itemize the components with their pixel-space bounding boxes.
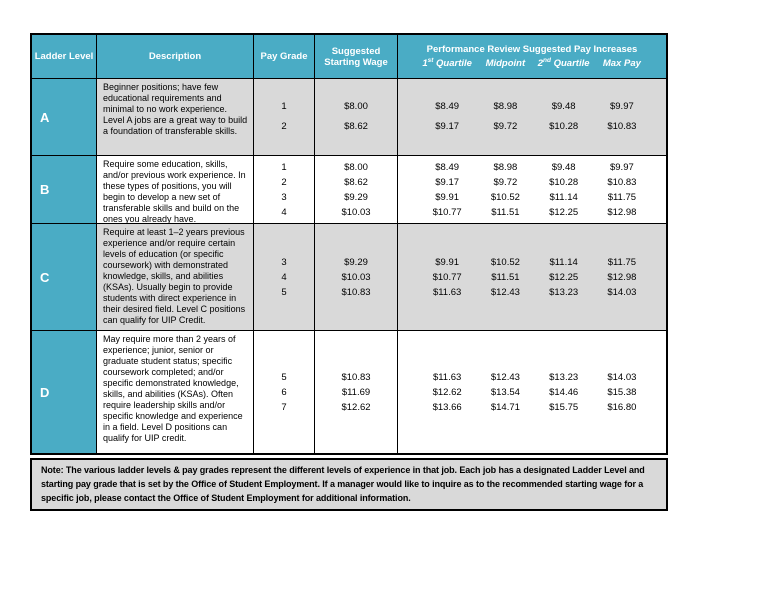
col-header-description: Description xyxy=(97,35,254,78)
first-quartile-num: 1 xyxy=(422,58,428,69)
first-quartile-values: $8.49 $9.17 $9.91 $10.77 xyxy=(432,161,462,218)
performance-review-cell: $8.49 $9.17 $8.98 $9.72 $9.48 $10.28 $9.… xyxy=(398,79,666,155)
pay-grade-cell: 1 2 xyxy=(254,79,315,155)
footnote-label: Note: xyxy=(41,465,64,475)
pay-ladder-table: Ladder Level Description Pay Grade Sugge… xyxy=(30,33,668,455)
col-header-ladder-level-label: Ladder Level xyxy=(34,51,94,62)
first-quartile-ordinal: st xyxy=(427,56,434,64)
second-quartile-values: $13.23 $14.46 $15.75 xyxy=(549,371,579,413)
pay-grade-values: 5 6 7 xyxy=(281,371,287,413)
starting-wage-values: $9.29 $10.03 $10.83 xyxy=(341,256,371,298)
first-quartile-values: $9.91 $10.77 $11.63 xyxy=(432,256,462,298)
starting-wage-values: $10.83 $11.69 $12.62 xyxy=(341,371,371,413)
description-cell: Require some education, skills, and/or p… xyxy=(97,156,254,223)
page-content: Ladder Level Description Pay Grade Sugge… xyxy=(30,33,668,511)
subheader-second-quartile: 2nd Quartile xyxy=(535,56,593,69)
performance-review-title: Performance Review Suggested Pay Increas… xyxy=(426,44,638,55)
midpoint-values: $12.43 $13.54 $14.71 xyxy=(490,371,520,413)
starting-wage-values: $8.00 $8.62 $9.29 $10.03 xyxy=(341,161,371,218)
col-header-starting-wage: Suggested Starting Wage xyxy=(315,35,398,78)
footnote: Note: The various ladder levels & pay gr… xyxy=(30,458,668,511)
starting-wage-cell: $8.00 $8.62 xyxy=(315,79,398,155)
col-header-performance-review: Performance Review Suggested Pay Increas… xyxy=(398,35,666,78)
subheader-midpoint: Midpoint xyxy=(485,58,526,69)
starting-wage-values: $8.00 $8.62 xyxy=(344,101,368,132)
max-pay-values: $11.75 $12.98 $14.03 xyxy=(607,256,637,298)
performance-review-cell: $11.63 $12.62 $13.66 $12.43 $13.54 $14.7… xyxy=(398,331,666,453)
first-quartile-values: $11.63 $12.62 $13.66 xyxy=(432,371,462,413)
ladder-level-cell: C xyxy=(32,224,97,330)
performance-review-cell: $8.49 $9.17 $9.91 $10.77 $8.98 $9.72 $10… xyxy=(398,156,666,223)
performance-review-subheaders: 1st Quartile Midpoint 2nd Quartile Max P… xyxy=(398,56,666,69)
pay-grade-values: 1 2 3 4 xyxy=(281,161,287,218)
subheader-first-quartile: 1st Quartile xyxy=(418,56,476,69)
pay-grade-cell: 3 4 5 xyxy=(254,224,315,330)
ladder-level-cell: B xyxy=(32,156,97,223)
col-header-ladder-level: Ladder Level xyxy=(32,35,97,78)
second-quartile-num: 2 xyxy=(537,58,544,69)
max-pay-values: $9.97 $10.83 $11.75 $12.98 xyxy=(607,161,637,218)
midpoint-values: $8.98 $9.72 $10.52 $11.51 xyxy=(490,161,520,218)
second-quartile-values: $9.48 $10.28 xyxy=(549,101,579,132)
midpoint-values: $10.52 $11.51 $12.43 xyxy=(490,256,520,298)
col-header-pay-grade: Pay Grade xyxy=(254,35,315,78)
first-quartile-values: $8.49 $9.17 xyxy=(435,101,460,132)
ladder-level-cell: A xyxy=(32,79,97,155)
ladder-level-cell: D xyxy=(32,331,97,453)
pay-grade-values: 3 4 5 xyxy=(281,256,287,298)
pay-grade-cell: 5 6 7 xyxy=(254,331,315,453)
table-row-level-c: C Require at least 1–2 years previous ex… xyxy=(32,223,666,330)
col-header-starting-wage-label: Suggested Starting Wage xyxy=(324,45,388,68)
max-pay-values: $9.97 $10.83 xyxy=(607,101,637,132)
footnote-text: The various ladder levels & pay grades r… xyxy=(41,465,645,503)
starting-wage-cell: $8.00 $8.62 $9.29 $10.03 xyxy=(315,156,398,223)
pay-grade-values: 1 2 xyxy=(281,101,287,132)
col-header-pay-grade-label: Pay Grade xyxy=(260,51,308,62)
first-quartile-word: Quartile xyxy=(433,58,472,69)
starting-wage-cell: $9.29 $10.03 $10.83 xyxy=(315,224,398,330)
pay-grade-cell: 1 2 3 4 xyxy=(254,156,315,223)
table-row-level-a: A Beginner positions; have few education… xyxy=(32,78,666,155)
table-row-level-b: B Require some education, skills, and/or… xyxy=(32,155,666,223)
col-header-description-label: Description xyxy=(148,51,202,62)
table-header-row: Ladder Level Description Pay Grade Sugge… xyxy=(32,35,666,78)
description-cell: Beginner positions; have few educational… xyxy=(97,79,254,155)
second-quartile-values: $9.48 $10.28 $11.14 $12.25 xyxy=(549,161,579,218)
midpoint-values: $8.98 $9.72 xyxy=(493,101,518,132)
subheader-max-pay: Max Pay xyxy=(602,58,641,69)
second-quartile-values: $11.14 $12.25 $13.23 xyxy=(549,256,579,298)
description-cell: Require at least 1–2 years previous expe… xyxy=(97,224,254,330)
performance-review-cell: $9.91 $10.77 $11.63 $10.52 $11.51 $12.43… xyxy=(398,224,666,330)
second-quartile-word: Quartile xyxy=(550,58,590,69)
table-row-level-d: D May require more than 2 years of exper… xyxy=(32,330,666,453)
starting-wage-cell: $10.83 $11.69 $12.62 xyxy=(315,331,398,453)
description-cell: May require more than 2 years of experie… xyxy=(97,331,254,453)
second-quartile-ordinal: nd xyxy=(543,56,551,64)
max-pay-values: $14.03 $15.38 $16.80 xyxy=(607,371,637,413)
